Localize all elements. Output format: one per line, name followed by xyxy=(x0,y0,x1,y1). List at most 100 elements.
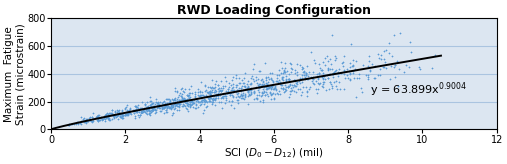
Point xyxy=(307,51,315,54)
Point xyxy=(254,89,262,92)
Point xyxy=(143,109,152,112)
Point xyxy=(192,99,200,102)
Point xyxy=(237,94,245,96)
Point xyxy=(166,100,174,103)
Point xyxy=(171,86,179,89)
Point xyxy=(371,77,379,80)
Point xyxy=(84,120,92,122)
Point xyxy=(258,90,266,93)
Point xyxy=(196,94,204,96)
Point xyxy=(313,72,321,75)
Point xyxy=(112,114,120,116)
Point xyxy=(206,96,214,99)
Point xyxy=(149,108,157,110)
Point xyxy=(276,93,284,96)
Point xyxy=(148,106,156,109)
Point xyxy=(168,103,176,106)
Point xyxy=(138,110,146,113)
Point xyxy=(183,102,191,105)
Point xyxy=(244,85,252,87)
Point xyxy=(172,103,180,106)
Point xyxy=(124,112,132,114)
Point xyxy=(189,101,197,103)
Point xyxy=(118,115,126,117)
Point xyxy=(165,106,173,109)
Point xyxy=(173,98,182,101)
Point xyxy=(315,72,323,74)
Point xyxy=(204,97,212,99)
Point xyxy=(264,86,272,89)
Point xyxy=(135,111,143,114)
Point xyxy=(113,114,121,117)
Point xyxy=(137,111,146,113)
Point xyxy=(166,99,174,102)
Point xyxy=(265,78,273,80)
Point xyxy=(210,98,219,101)
Point xyxy=(142,111,150,114)
Point xyxy=(98,117,106,120)
Point xyxy=(173,104,182,107)
Point xyxy=(183,94,191,97)
Point xyxy=(152,98,160,100)
Point xyxy=(135,114,143,116)
Point xyxy=(380,58,388,60)
Point xyxy=(267,77,275,80)
Point xyxy=(264,94,272,97)
Point xyxy=(173,90,181,92)
Point xyxy=(154,101,162,103)
Point xyxy=(268,93,276,95)
Point xyxy=(104,117,112,120)
Point xyxy=(80,117,88,120)
Point xyxy=(213,95,222,97)
Point xyxy=(107,112,115,114)
Point xyxy=(103,112,111,115)
Point xyxy=(402,63,410,66)
Point xyxy=(306,85,314,88)
Point xyxy=(142,109,150,112)
Point xyxy=(327,83,335,85)
Point xyxy=(155,104,163,106)
Point xyxy=(209,99,217,102)
Point xyxy=(148,99,156,102)
Point xyxy=(222,96,230,99)
Point xyxy=(252,76,260,78)
Point xyxy=(132,111,140,113)
Point xyxy=(140,109,148,112)
Point xyxy=(205,98,213,100)
Point xyxy=(104,115,112,118)
Point xyxy=(247,74,256,77)
Point xyxy=(218,107,226,110)
Point xyxy=(243,91,251,94)
Point xyxy=(165,107,173,109)
Point xyxy=(326,80,334,83)
Point xyxy=(147,110,155,113)
Point xyxy=(349,64,357,66)
Point xyxy=(118,116,126,119)
Point xyxy=(340,68,348,71)
Point xyxy=(187,99,195,102)
Point xyxy=(200,103,208,106)
Point xyxy=(333,80,341,82)
Point xyxy=(165,106,173,108)
Point xyxy=(212,94,220,96)
Point xyxy=(198,98,206,101)
Point xyxy=(139,109,147,112)
Point xyxy=(137,111,145,114)
Point xyxy=(325,73,333,76)
Point xyxy=(304,78,312,81)
Point xyxy=(131,105,139,108)
Point xyxy=(202,105,210,108)
Point xyxy=(153,102,161,105)
Point xyxy=(256,86,264,88)
Point xyxy=(325,88,334,91)
Point xyxy=(227,103,235,106)
Point xyxy=(186,104,194,106)
Point xyxy=(143,101,151,103)
Point xyxy=(167,108,175,110)
Point xyxy=(176,99,184,101)
Point xyxy=(111,110,119,113)
Point xyxy=(137,107,146,109)
Point xyxy=(82,118,90,121)
Point xyxy=(206,96,214,99)
Point xyxy=(261,62,269,64)
